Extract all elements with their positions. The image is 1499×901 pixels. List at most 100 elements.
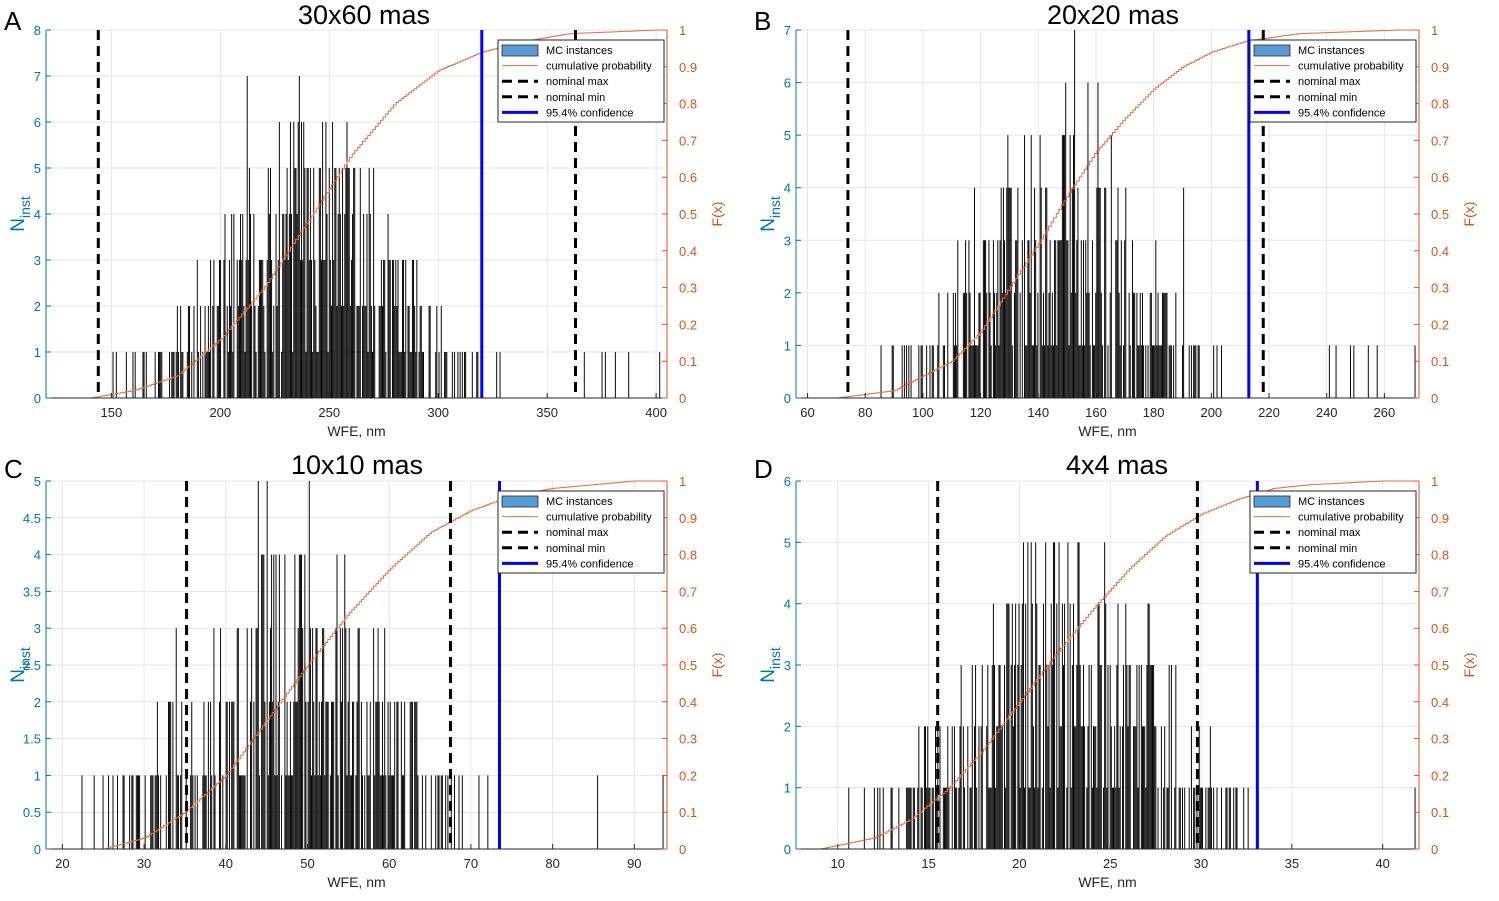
histogram-bar	[1058, 542, 1060, 849]
histogram-bar	[171, 352, 173, 398]
legend-label: 95.4% confidence	[1298, 558, 1385, 570]
histogram-bar	[1216, 787, 1218, 849]
histogram-bar	[1216, 345, 1218, 398]
histogram-bar	[289, 701, 291, 849]
histogram-bar	[1057, 240, 1059, 398]
histogram-bar	[942, 345, 944, 398]
histogram-bar	[191, 701, 193, 849]
histogram-bar	[952, 292, 954, 398]
histogram-bar	[309, 628, 311, 849]
histogram-bar	[243, 775, 245, 849]
histogram-bar	[978, 726, 980, 849]
histogram-bar	[459, 352, 461, 398]
histogram-bar	[601, 352, 603, 398]
histogram-bar	[920, 345, 922, 398]
x-tick-label: 30	[137, 856, 151, 871]
histogram-bar	[901, 345, 903, 398]
histogram-bar	[998, 665, 1000, 849]
histogram-bar	[955, 787, 957, 849]
histogram-bar	[614, 352, 616, 398]
histogram-bar	[1016, 240, 1018, 398]
histogram-bar	[1015, 603, 1017, 849]
histogram-bar	[340, 306, 342, 398]
histogram-bar	[322, 628, 324, 849]
histogram-bar	[956, 345, 958, 398]
histogram-bar	[1034, 787, 1036, 849]
histogram-bar	[999, 240, 1001, 398]
histogram-bar	[1116, 665, 1118, 849]
histogram-bar	[152, 775, 154, 849]
histogram-bar	[382, 306, 383, 398]
histogram-bar	[1036, 345, 1038, 398]
histogram-bar	[1046, 187, 1048, 398]
histogram-bar	[416, 701, 418, 849]
histogram-bar	[1200, 787, 1202, 849]
panel-a: A 30x60 mas 150 200 250 300 350 400 0 1 2 3 4 5 6 7 8 0 0.…	[4, 0, 725, 439]
histogram-bar	[1367, 345, 1369, 398]
histogram-bar	[1125, 603, 1127, 849]
histogram-bar	[226, 306, 228, 398]
histogram-bar	[1107, 345, 1109, 398]
histogram-bar	[410, 352, 412, 398]
histogram-bar	[979, 292, 981, 398]
x-axis-label: WFE, nm	[327, 423, 385, 439]
histogram-bar	[311, 260, 312, 398]
histogram-bar	[224, 214, 226, 398]
y2-tick-label: 0.9	[1431, 60, 1449, 75]
y2-tick-label: 0.9	[679, 511, 697, 526]
histogram-bar	[951, 726, 953, 849]
y2-axis-label: F(x)	[709, 653, 725, 678]
histogram-bar	[1120, 240, 1122, 398]
y-tick-label: 5	[34, 474, 41, 489]
histogram-bar	[1080, 726, 1082, 849]
histogram-bar	[1037, 787, 1039, 849]
histogram-bar	[1197, 345, 1199, 398]
histogram-bar	[1067, 542, 1069, 849]
histogram-bar	[393, 260, 395, 398]
y2-tick-label: 0	[1431, 391, 1438, 406]
histogram-bar	[1093, 345, 1094, 398]
y2-tick-label: 0.8	[1431, 97, 1449, 112]
histogram-bar	[1146, 665, 1148, 849]
histogram-bar	[1011, 603, 1013, 849]
histogram-bar	[339, 628, 341, 849]
histogram-bar	[222, 775, 224, 849]
histogram-bar	[461, 352, 463, 398]
histogram-bar	[909, 787, 911, 849]
histogram-bar	[262, 260, 264, 398]
histogram-bar	[1084, 726, 1086, 849]
histogram-bar	[158, 775, 159, 849]
histogram-bar	[1098, 187, 1100, 398]
histogram-bar	[255, 628, 257, 849]
histogram-bar	[356, 701, 358, 849]
histogram-bar	[362, 775, 364, 849]
histogram-bar	[253, 214, 255, 398]
histogram-bar	[1069, 135, 1071, 398]
histogram-bar	[132, 775, 134, 849]
histogram-bar	[316, 352, 318, 398]
histogram-bar	[263, 306, 265, 398]
legend-label: cumulative probability	[1298, 61, 1404, 73]
y2-tick-label: 0.8	[1431, 548, 1449, 563]
histogram-bar	[1143, 345, 1145, 398]
histogram-bar	[372, 352, 373, 398]
histogram-bar	[278, 554, 280, 849]
histogram-bar	[337, 775, 339, 849]
histogram-bar	[357, 306, 359, 398]
y2-tick-label: 0.3	[679, 732, 697, 747]
histogram-bar	[287, 775, 289, 849]
histogram-bar	[1163, 292, 1165, 398]
histogram-bar	[994, 292, 995, 398]
histogram-bar	[172, 352, 174, 398]
histogram-bar	[333, 260, 335, 398]
y-tick-label: 2.5	[23, 658, 41, 673]
histogram-bar	[315, 306, 317, 398]
legend-label: 95.4% confidence	[1298, 107, 1385, 119]
histogram-bar	[312, 352, 314, 398]
legend-label: nominal max	[1298, 76, 1361, 88]
x-tick-label: 400	[645, 405, 667, 420]
x-axis-label: WFE, nm	[1078, 874, 1136, 890]
histogram-bar	[1101, 345, 1103, 398]
histogram-bar	[409, 352, 411, 398]
